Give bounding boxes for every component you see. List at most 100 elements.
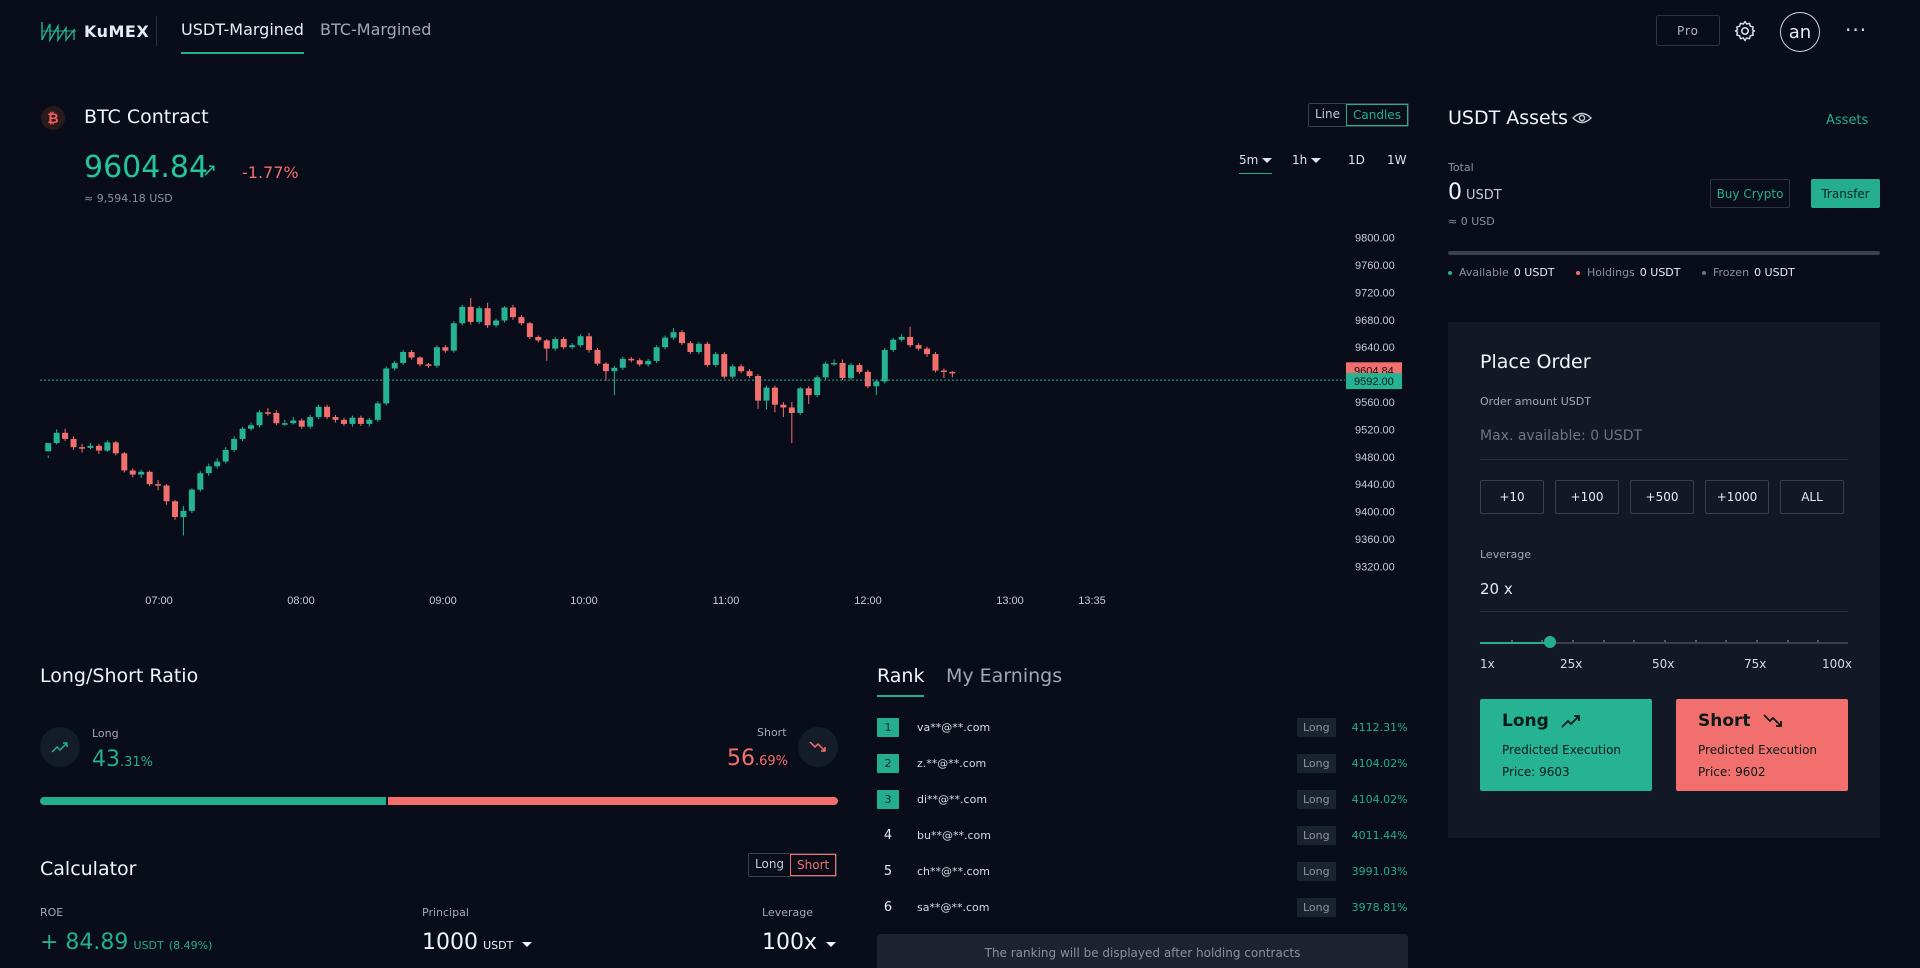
mark-price-label: 9592.00 [1354, 376, 1394, 388]
candle-body [924, 348, 931, 355]
slider-label: 1x [1480, 657, 1495, 671]
rank-email: ch**@**.com [917, 864, 991, 878]
candle-body [822, 363, 829, 378]
slider-handle[interactable] [1543, 636, 1556, 648]
rank-number: 1 [877, 717, 899, 737]
long-button-price: Price: 9603 [1502, 765, 1570, 779]
candle-body [493, 320, 500, 326]
interval-5m[interactable]: 5m [1239, 153, 1273, 174]
y-tick-label: 9720.00 [1355, 287, 1395, 299]
slider-tick [1786, 640, 1789, 642]
candle-body [450, 323, 457, 351]
candle-body [577, 336, 584, 346]
leverage-input[interactable]: 20 x [1480, 580, 1848, 612]
rank-number: 6 [883, 899, 893, 915]
candle-body [256, 412, 263, 426]
x-tick-label: 10:00 [570, 595, 598, 607]
candle-body [881, 349, 888, 382]
candle-body [856, 365, 863, 372]
qty-button[interactable]: ALL [1780, 480, 1844, 514]
user-avatar[interactable]: an [1780, 12, 1820, 52]
interval-1d[interactable]: 1D [1348, 153, 1365, 167]
x-tick-label: 09:00 [429, 595, 457, 607]
total-amount: 0 [1448, 180, 1462, 205]
y-tick-label: 9800.00 [1355, 233, 1395, 245]
tab-usdt-margined[interactable]: USDT-Margined [181, 20, 304, 54]
short-label: Short [757, 726, 787, 739]
tab-my-earnings[interactable]: My Earnings [946, 665, 1063, 687]
candle-body [459, 306, 466, 324]
interval-1h[interactable]: 1h [1292, 153, 1322, 167]
qty-button[interactable]: +1000 [1705, 480, 1769, 514]
candle-body [839, 362, 846, 379]
qty-button[interactable]: +10 [1480, 480, 1544, 514]
calc-short-button[interactable]: Short [790, 854, 837, 876]
candle-body [129, 470, 136, 475]
principal-unit: USDT [483, 939, 514, 952]
rank-side-badge: Long [1297, 825, 1336, 845]
asset-stat-available: Available 0 USDT [1448, 266, 1555, 279]
candlestick-chart[interactable]: 9800.009760.009720.009680.009640.009600.… [40, 210, 1410, 610]
qty-button[interactable]: +500 [1630, 480, 1694, 514]
assets-link[interactable]: Assets [1826, 113, 1869, 128]
candle-body [915, 345, 922, 349]
transfer-button[interactable]: Transfer [1811, 179, 1880, 208]
slider-label: 50x [1652, 657, 1675, 671]
bitcoin-icon: ₿ [41, 106, 65, 130]
y-tick-label: 9680.00 [1355, 315, 1395, 327]
rank-side-badge: Long [1297, 753, 1336, 773]
principal-select[interactable]: 1000 USDT [422, 930, 533, 955]
rank-row: 6 sa**@**.com Long 3978.81% [877, 896, 1408, 918]
long-button[interactable]: Long Predicted Execution Price: 9603 [1480, 699, 1652, 791]
candle-body [188, 489, 195, 511]
candles-mode-button[interactable]: Candles [1346, 104, 1408, 126]
candle-body [847, 365, 854, 379]
line-mode-button[interactable]: Line [1315, 107, 1341, 121]
eye-icon[interactable] [1572, 110, 1592, 126]
candle-body [594, 349, 601, 364]
asset-stat-label: Available [1459, 266, 1509, 279]
candle-body [408, 352, 415, 358]
rank-number: 3 [877, 789, 899, 809]
candle-body [628, 358, 635, 361]
kumex-logo[interactable]: KuMEX [40, 18, 149, 44]
roe-label: ROE [40, 906, 64, 919]
long-label: Long [92, 727, 119, 740]
candle-body [138, 471, 145, 475]
long-button-title: Long [1502, 711, 1549, 731]
candle-body [298, 420, 305, 427]
total-usd: ≈ 0 USD [1448, 215, 1495, 228]
more-menu-icon[interactable]: ··· [1845, 18, 1868, 42]
order-amount-input[interactable]: Max. available: 0 USDT [1480, 428, 1848, 460]
leverage-select[interactable]: 100x [762, 930, 837, 955]
candle-body [231, 438, 238, 450]
rank-number: 4 [883, 827, 893, 843]
y-tick-label: 9480.00 [1355, 452, 1395, 464]
ratio-bar-short [387, 797, 838, 805]
candle-body [949, 371, 956, 374]
slider-tick [1817, 640, 1820, 642]
rank-percent: 3991.03% [1351, 864, 1408, 878]
pro-button[interactable]: Pro [1656, 15, 1720, 46]
total-value: 0 USDT [1448, 180, 1502, 205]
slider-tick [1664, 640, 1666, 642]
calc-long-button[interactable]: Long [755, 857, 785, 871]
status-dot [1702, 270, 1706, 275]
candle-body [62, 432, 69, 439]
candle-body [611, 367, 618, 372]
rank-percent: 4112.31% [1351, 720, 1408, 734]
arrow-up-right-icon: ↗ [202, 160, 218, 181]
gear-icon[interactable] [1733, 19, 1757, 43]
asset-stat-holdings: Holdings 0 USDT [1576, 266, 1681, 279]
candle-body [467, 306, 474, 322]
buy-crypto-button[interactable]: Buy Crypto [1710, 179, 1790, 208]
candle-body [864, 371, 871, 387]
short-button[interactable]: Short Predicted Execution Price: 9602 [1676, 699, 1848, 791]
interval-1w[interactable]: 1W [1387, 153, 1407, 167]
qty-button[interactable]: +100 [1555, 480, 1619, 514]
status-dot [1448, 270, 1452, 275]
tab-btc-margined[interactable]: BTC-Margined [320, 20, 432, 39]
tab-rank[interactable]: Rank [877, 665, 925, 697]
slider-tick [1633, 640, 1636, 642]
leverage-slider[interactable] [1480, 636, 1848, 648]
